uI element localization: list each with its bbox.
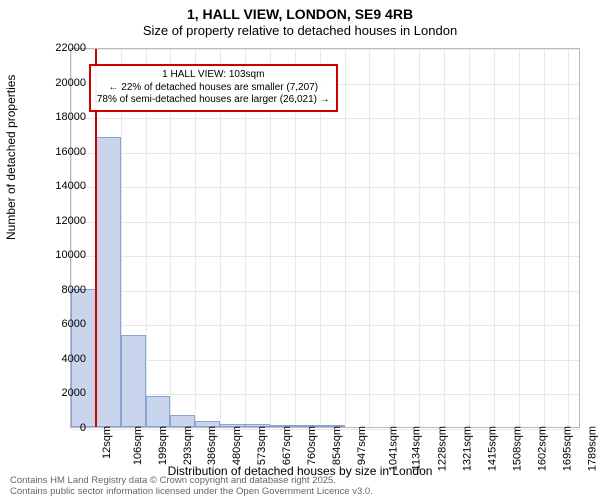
y-tick-label: 18000 xyxy=(36,111,86,123)
footer-attribution: Contains HM Land Registry data © Crown c… xyxy=(10,476,373,498)
chart-area: 1 HALL VIEW: 103sqm← 22% of detached hou… xyxy=(70,48,580,428)
x-tick-label: 480sqm xyxy=(232,426,244,465)
gridline-h xyxy=(71,222,579,223)
gridline-v xyxy=(469,49,470,427)
x-tick-label: 199sqm xyxy=(157,426,169,465)
gridline-h xyxy=(71,256,579,257)
x-tick-label: 106sqm xyxy=(132,426,144,465)
x-tick-label: 1508sqm xyxy=(511,426,523,471)
gridline-h xyxy=(71,291,579,292)
y-tick-label: 2000 xyxy=(36,387,86,399)
gridline-h xyxy=(71,49,579,50)
x-tick-label: 1228sqm xyxy=(437,426,449,471)
gridline-v xyxy=(519,49,520,427)
gridline-v xyxy=(544,49,545,427)
y-tick-label: 0 xyxy=(36,422,86,434)
histogram-bar xyxy=(146,396,171,427)
y-tick-label: 4000 xyxy=(36,353,86,365)
y-tick-label: 8000 xyxy=(36,284,86,296)
y-tick-label: 12000 xyxy=(36,215,86,227)
gridline-v xyxy=(345,49,346,427)
y-tick-label: 16000 xyxy=(36,146,86,158)
x-tick-label: 1415sqm xyxy=(486,426,498,471)
y-tick-label: 14000 xyxy=(36,180,86,192)
y-tick-label: 10000 xyxy=(36,249,86,261)
gridline-v xyxy=(444,49,445,427)
y-axis-label: Number of detached properties xyxy=(4,75,18,240)
gridline-h xyxy=(71,153,579,154)
gridline-h xyxy=(71,187,579,188)
gridline-h xyxy=(71,360,579,361)
x-tick-label: 573sqm xyxy=(256,426,268,465)
plot-region: 1 HALL VIEW: 103sqm← 22% of detached hou… xyxy=(70,48,580,428)
x-tick-label: 1695sqm xyxy=(561,426,573,471)
y-tick-label: 20000 xyxy=(36,77,86,89)
title-block: 1, HALL VIEW, LONDON, SE9 4RB Size of pr… xyxy=(0,0,600,38)
gridline-h xyxy=(71,429,579,430)
gridline-v xyxy=(369,49,370,427)
gridline-v xyxy=(419,49,420,427)
title-subtitle: Size of property relative to detached ho… xyxy=(0,23,600,38)
y-tick-label: 6000 xyxy=(36,318,86,330)
marker-callout: 1 HALL VIEW: 103sqm← 22% of detached hou… xyxy=(89,64,338,112)
x-tick-label: 947sqm xyxy=(356,426,368,465)
x-tick-label: 1321sqm xyxy=(461,426,473,471)
gridline-h xyxy=(71,325,579,326)
x-tick-label: 854sqm xyxy=(331,426,343,465)
x-tick-label: 1134sqm xyxy=(411,426,423,470)
x-tick-label: 1041sqm xyxy=(387,426,399,471)
gridline-v xyxy=(394,49,395,427)
x-tick-label: 760sqm xyxy=(306,426,318,465)
y-tick-label: 22000 xyxy=(36,42,86,54)
gridline-v xyxy=(568,49,569,427)
x-tick-label: 1602sqm xyxy=(536,426,548,471)
x-tick-label: 1789sqm xyxy=(586,426,598,471)
gridline-v xyxy=(494,49,495,427)
x-tick-label: 667sqm xyxy=(281,426,293,465)
x-tick-label: 12sqm xyxy=(101,426,113,459)
x-tick-label: 293sqm xyxy=(182,426,194,465)
x-tick-label: 386sqm xyxy=(207,426,219,465)
callout-line: ← 22% of detached houses are smaller (7,… xyxy=(97,82,330,95)
title-address: 1, HALL VIEW, LONDON, SE9 4RB xyxy=(0,6,600,22)
callout-line: 1 HALL VIEW: 103sqm xyxy=(97,69,330,82)
histogram-bar xyxy=(96,137,121,427)
footer-line2: Contains public sector information licen… xyxy=(10,487,373,498)
gridline-h xyxy=(71,118,579,119)
callout-line: 78% of semi-detached houses are larger (… xyxy=(97,94,330,107)
histogram-bar xyxy=(121,335,146,427)
